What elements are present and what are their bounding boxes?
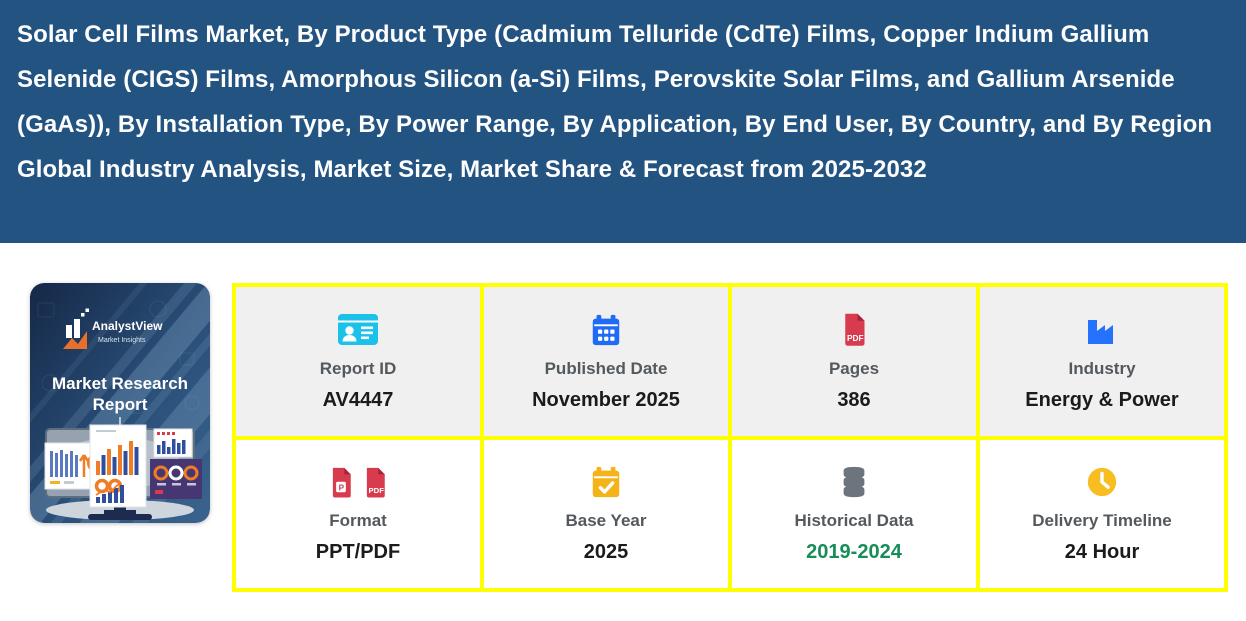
svg-text:PDF: PDF — [847, 333, 864, 343]
card-value: 2025 — [583, 541, 629, 564]
card-label: Published Date — [544, 358, 668, 378]
card-label: Delivery Timeline — [1032, 511, 1172, 531]
chart-page-center — [89, 424, 147, 508]
card-historical-data: Historical Data 2019-2024 — [732, 439, 976, 588]
cover-title-line2: Report — [93, 395, 148, 414]
calendar-icon — [589, 311, 623, 349]
card-label: Historical Data — [794, 511, 914, 531]
card-label: Format — [329, 511, 387, 531]
report-title-banner: Solar Cell Films Market, By Product Type… — [0, 0, 1246, 243]
svg-text:P: P — [339, 483, 345, 492]
card-value: 386 — [837, 388, 871, 411]
card-label: Industry — [1068, 358, 1136, 378]
card-value: PPT/PDF — [315, 541, 401, 564]
report-info-grid: Report ID AV4447 — [232, 283, 1228, 592]
analystview-logo-subtitle: Market Insights — [98, 337, 146, 344]
card-value: November 2025 — [532, 388, 680, 411]
analystview-logo-title: AnalystView — [92, 319, 163, 333]
ppt-pdf-file-icons: P PDF — [328, 463, 388, 501]
id-card-icon — [337, 311, 379, 349]
database-icon — [838, 463, 870, 501]
card-industry: Industry Energy & Power — [980, 287, 1224, 436]
report-cover-thumbnail: AnalystView Market Insights Market Resea… — [30, 283, 210, 523]
pdf-file-icon: PDF — [840, 311, 868, 349]
card-published-date: Published Date November 2025 — [484, 287, 728, 436]
card-label: Report ID — [319, 358, 397, 378]
cover-title-line1: Market Research — [52, 374, 188, 393]
card-pages: PDF Pages 386 — [732, 287, 976, 436]
report-cover-illustration: AnalystView Market Insights Market Resea… — [30, 283, 210, 523]
report-title: Solar Cell Films Market, By Product Type… — [17, 21, 1213, 183]
card-value: AV4447 — [322, 388, 394, 411]
pdf-file-icon: PDF — [366, 467, 385, 498]
analystview-logo-icon — [63, 308, 89, 349]
card-label: Pages — [828, 358, 880, 378]
card-base-year: Base Year 2025 — [484, 439, 728, 588]
factory-icon — [1083, 311, 1121, 349]
card-value: 24 Hour — [1064, 541, 1140, 564]
calendar-check-icon — [589, 463, 623, 501]
card-format: P PDF Format PPT/PDF — [236, 439, 480, 588]
card-delivery-timeline: Delivery Timeline 24 Hour — [980, 439, 1224, 588]
card-report-id: Report ID AV4447 — [236, 287, 480, 436]
card-value: Energy & Power — [1025, 388, 1179, 411]
svg-text:PDF: PDF — [369, 486, 385, 495]
chart-card-right — [153, 428, 193, 458]
clock-icon — [1085, 463, 1119, 501]
card-label: Base Year — [565, 511, 647, 531]
ppt-file-icon: P — [332, 467, 351, 498]
dashboard-panel — [150, 459, 202, 499]
report-summary-section: AnalystView Market Insights Market Resea… — [0, 243, 1246, 592]
card-value: 2019-2024 — [806, 541, 902, 564]
